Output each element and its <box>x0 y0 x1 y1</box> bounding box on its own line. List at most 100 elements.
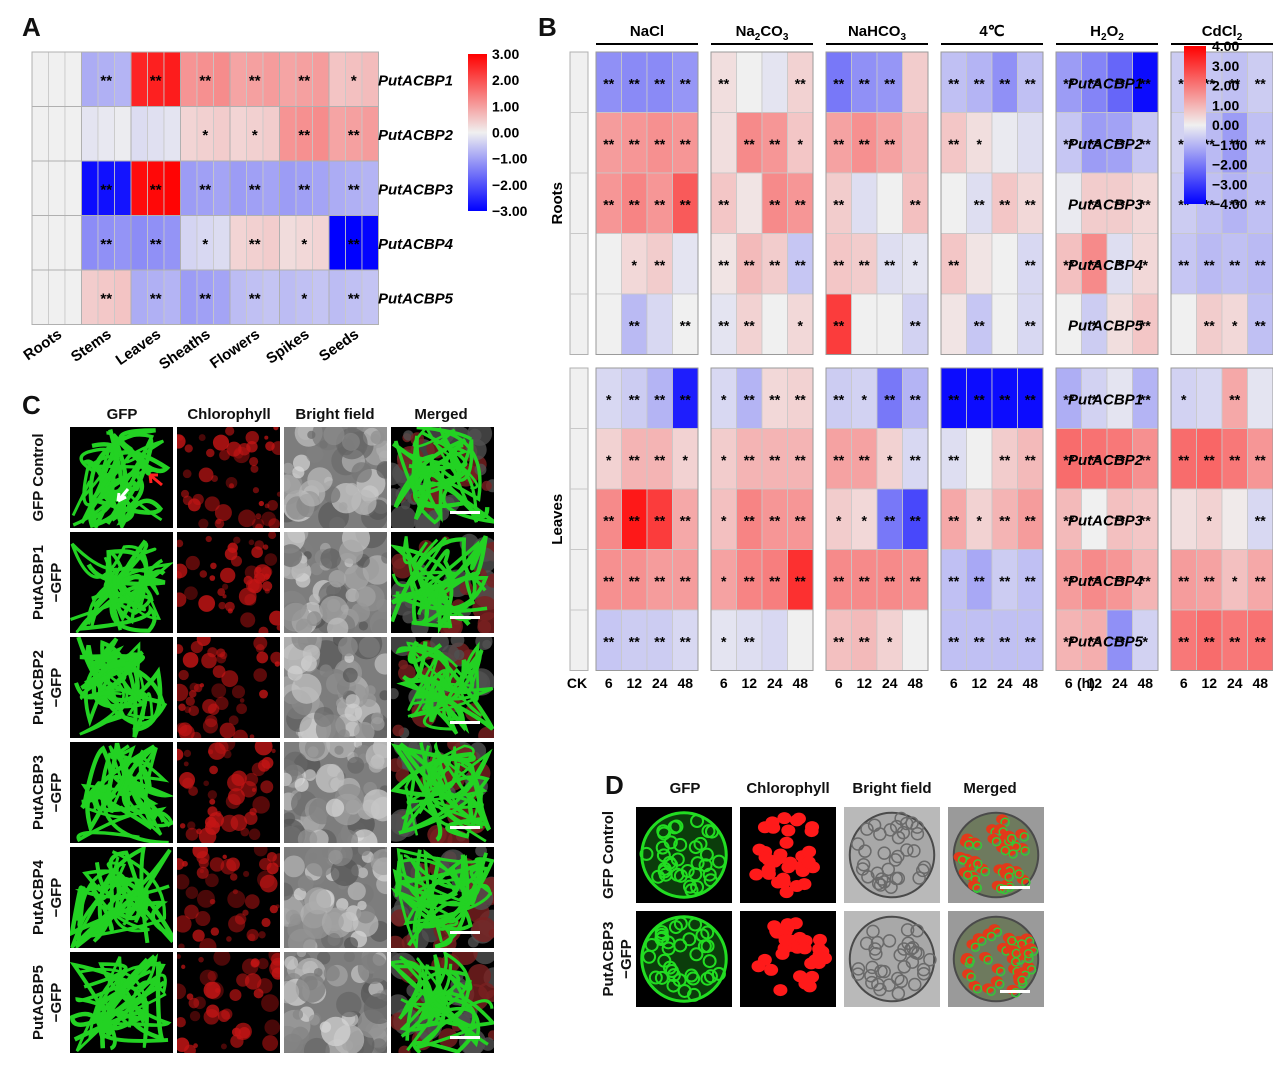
treatment-block-border <box>940 367 1044 671</box>
gene-label: PutACBP3 <box>1068 196 1144 213</box>
significance-marker: ** <box>859 573 870 589</box>
heatmap-cell <box>761 367 788 429</box>
significance-marker: ** <box>718 317 729 333</box>
significance-marker: ** <box>744 633 755 649</box>
col-header-merged: Merged <box>414 406 468 423</box>
significance-marker: ** <box>910 391 921 407</box>
gene-label: PutACBP4 <box>378 236 454 253</box>
significance-marker: ** <box>1114 633 1125 649</box>
treatment-block-border <box>595 367 699 671</box>
merged-image <box>391 427 494 528</box>
significance-marker: * <box>202 127 208 144</box>
heatmap-cell <box>180 51 198 107</box>
heatmap-cell <box>991 233 1018 295</box>
timepoint-label: 48 <box>792 675 808 691</box>
scale-bar <box>450 931 480 934</box>
heatmap-cell <box>97 106 115 162</box>
heatmap-cell <box>1081 488 1108 550</box>
significance-marker: ** <box>833 317 844 333</box>
heatmap-cell <box>1081 293 1108 355</box>
heatmap-cell <box>361 51 379 107</box>
heatmap-cell <box>180 106 198 162</box>
significance-marker: ** <box>1255 317 1266 333</box>
significance-marker: ** <box>948 452 959 468</box>
heatmap-cell <box>1055 549 1082 611</box>
heatmap-cell <box>1106 112 1133 174</box>
panel-label-b: B <box>538 12 557 42</box>
chlorophyll-image <box>177 427 280 528</box>
heatmap-cell <box>876 51 903 113</box>
significance-marker: * <box>887 452 893 468</box>
heatmap-cell <box>646 549 673 611</box>
significance-marker: ** <box>974 391 985 407</box>
significance-marker: ** <box>298 127 310 144</box>
heatmap-cell-border <box>328 269 379 325</box>
significance-marker: ** <box>948 633 959 649</box>
significance-marker: ** <box>629 136 640 152</box>
significance-marker: * <box>862 512 868 528</box>
significance-marker: ** <box>1025 512 1036 528</box>
heatmap-cell <box>361 106 379 162</box>
heatmap-cell <box>710 233 737 295</box>
heatmap-cell <box>902 51 929 113</box>
significance-marker: ** <box>654 196 665 212</box>
heatmap-cell <box>31 269 49 325</box>
scale-bar <box>450 826 480 829</box>
heatmap-cell <box>595 233 622 295</box>
heatmap-cell <box>876 233 903 295</box>
significance-marker: ** <box>680 317 691 333</box>
heatmap-cell <box>672 233 699 295</box>
heatmap-cell <box>64 106 82 162</box>
significance-marker: ** <box>769 391 780 407</box>
heatmap-cell <box>31 106 49 162</box>
significance-marker: ** <box>910 573 921 589</box>
bright-field-image <box>284 427 387 528</box>
significance-marker: ** <box>1089 196 1100 212</box>
significance-marker: ** <box>744 452 755 468</box>
col-header-bright-field: Bright field <box>295 406 375 423</box>
heatmap-cell <box>114 106 132 162</box>
heatmap-cell <box>672 609 699 671</box>
scale-tick-label: −2.00 <box>492 177 528 193</box>
significance-marker: ** <box>1025 257 1036 273</box>
significance-marker: * <box>301 236 307 253</box>
gene-label: PutACBP1 <box>378 72 453 89</box>
chlorophyll-image <box>740 911 836 1007</box>
significance-marker: * <box>351 72 357 89</box>
significance-marker: ** <box>100 236 112 253</box>
significance-marker: ** <box>833 573 844 589</box>
significance-marker: ** <box>884 75 895 91</box>
heatmap-cell <box>876 367 903 429</box>
significance-marker: * <box>1232 573 1238 589</box>
heatmap-cell <box>761 172 788 234</box>
heatmap-cell <box>646 233 673 295</box>
membrane-arrow-icon <box>148 473 163 487</box>
heatmap-cell <box>1247 112 1273 174</box>
significance-marker: * <box>977 512 983 528</box>
gene-label: PutACBP2 <box>1068 452 1144 469</box>
significance-marker: * <box>887 633 893 649</box>
significance-marker: ** <box>1140 452 1151 468</box>
gene-label: PutACBP5 <box>1068 317 1144 334</box>
significance-marker: ** <box>744 317 755 333</box>
heatmap-cell <box>114 160 132 216</box>
significance-marker: * <box>862 391 868 407</box>
scale-bar <box>1000 886 1030 889</box>
gene-label: PutACBP3 <box>378 181 454 198</box>
heatmap-cell <box>710 293 737 355</box>
heatmap-cell <box>787 428 814 490</box>
construct-suffix: −GFP <box>48 982 65 1023</box>
heatmap-cell <box>851 367 878 429</box>
significance-marker: ** <box>1114 512 1125 528</box>
significance-marker: ** <box>974 573 985 589</box>
heatmap-cell <box>262 160 280 216</box>
significance-marker: ** <box>1025 75 1036 91</box>
heatmap-cell <box>312 160 330 216</box>
significance-marker: ** <box>769 196 780 212</box>
heatmap-cell <box>902 112 929 174</box>
timepoint-label: 12 <box>1201 675 1217 691</box>
significance-marker: ** <box>910 196 921 212</box>
significance-marker: ** <box>1114 136 1125 152</box>
gfp-image <box>636 911 732 1007</box>
